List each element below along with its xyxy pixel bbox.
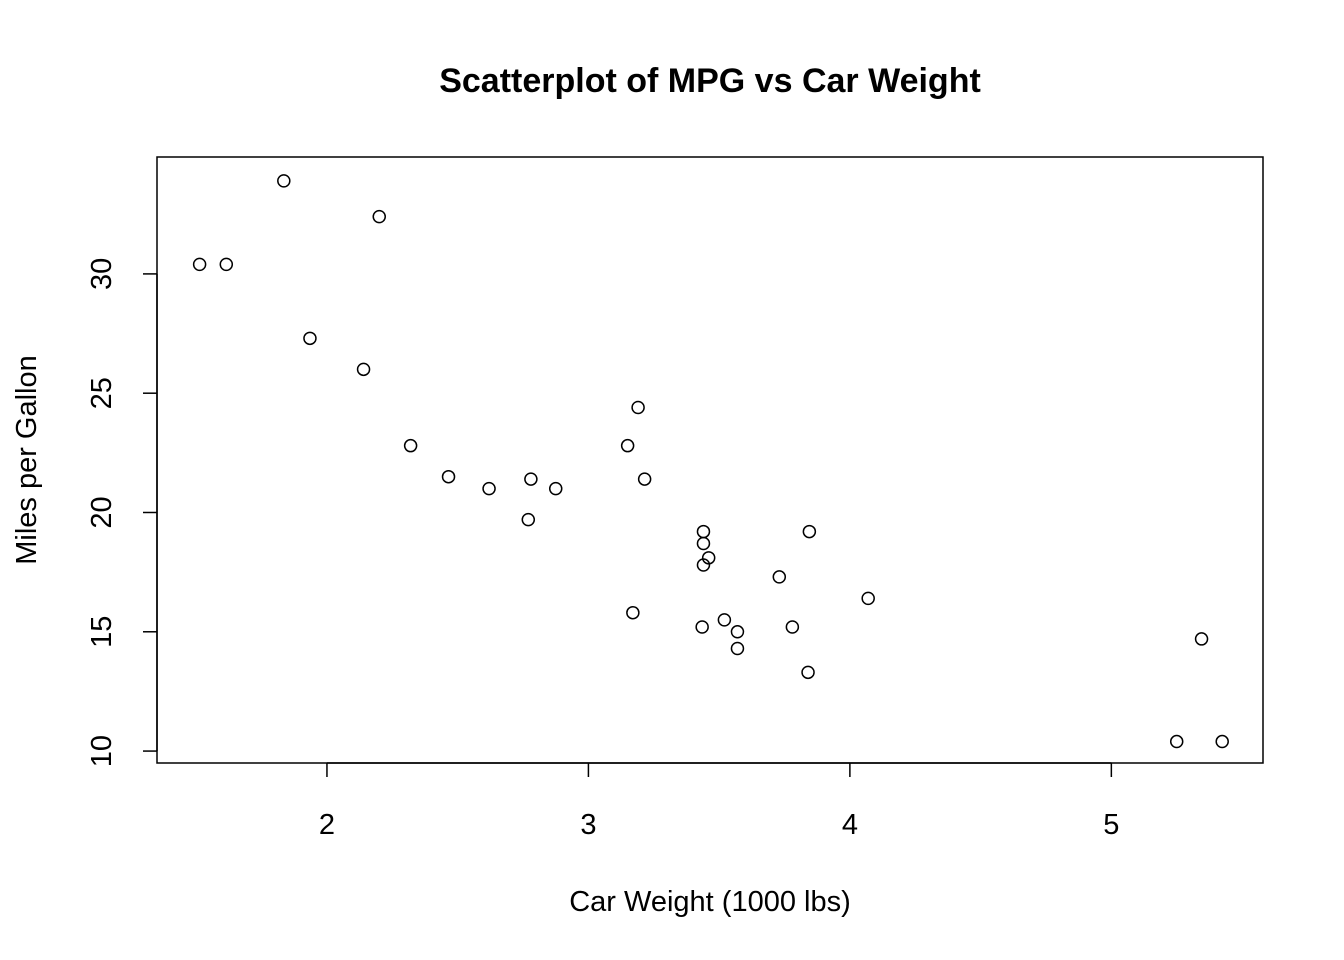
- data-point: [521, 512, 536, 527]
- data-point: [637, 472, 652, 486]
- plot-area: [156, 156, 1264, 764]
- x-tick-label: 4: [842, 809, 858, 841]
- y-tick-label: 20: [86, 496, 118, 528]
- data-point: [1169, 734, 1184, 749]
- x-tick-label: 3: [580, 809, 596, 841]
- data-point: [730, 625, 745, 639]
- data-point: [785, 620, 800, 634]
- x-tick-label: 2: [319, 809, 335, 841]
- data-point: [696, 536, 711, 551]
- data-point: [696, 558, 711, 572]
- x-axis: 2 3 4 5: [319, 762, 1119, 841]
- y-axis-label: Miles per Gallon: [11, 355, 43, 565]
- data-point: [372, 209, 386, 224]
- y-tick-label: 30: [86, 258, 118, 290]
- y-tick-label: 10: [86, 735, 118, 767]
- data-point: [441, 469, 456, 484]
- data-point: [626, 605, 640, 620]
- data-point: [696, 524, 711, 539]
- y-axis: 10 15 20 25 30: [86, 258, 158, 767]
- data-point: [403, 438, 418, 453]
- data-point: [717, 613, 732, 627]
- data-point: [482, 481, 496, 496]
- data-point: [277, 174, 291, 188]
- data-point: [524, 472, 538, 486]
- data-point: [1215, 734, 1229, 749]
- data-point: [303, 331, 317, 346]
- data-point: [802, 524, 817, 539]
- data-point: [861, 591, 875, 606]
- data-point: [695, 620, 709, 634]
- data-point: [219, 257, 234, 272]
- data-point: [548, 481, 563, 496]
- data-point: [356, 362, 371, 377]
- data-point: [772, 570, 787, 584]
- y-tick-label: 15: [86, 616, 118, 648]
- data-point: [1194, 632, 1209, 646]
- data-point: [631, 400, 645, 415]
- data-points: [192, 174, 1229, 749]
- chart-title: Scatterplot of MPG vs Car Weight: [439, 62, 981, 100]
- x-axis-label: Car Weight (1000 lbs): [569, 886, 851, 918]
- x-tick-label: 5: [1103, 809, 1119, 841]
- data-point: [620, 438, 635, 453]
- data-point: [730, 641, 745, 656]
- data-point: [801, 665, 815, 680]
- y-tick-label: 25: [86, 377, 118, 409]
- data-point: [192, 257, 207, 272]
